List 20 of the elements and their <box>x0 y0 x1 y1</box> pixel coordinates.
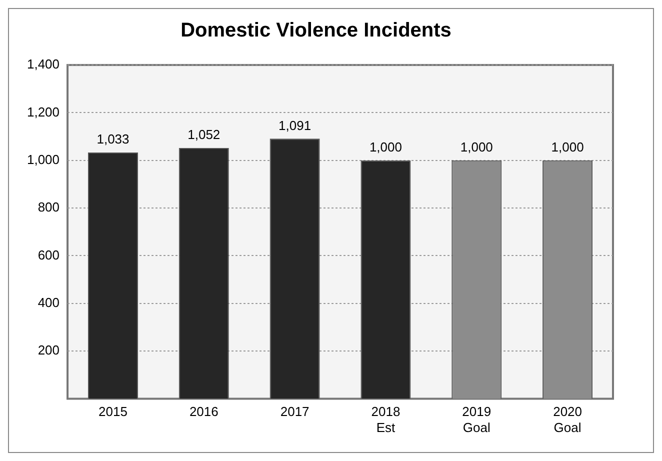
x-tick-label: 2015 <box>98 404 128 420</box>
y-tick-label: 200 <box>38 342 60 358</box>
chart-title: Domestic Violence Incidents <box>180 20 452 42</box>
y-tick-label: 1,200 <box>26 104 60 120</box>
y-tick-label: 600 <box>38 247 60 262</box>
data-label: 1,000 <box>369 139 402 154</box>
y-tick-label: 1,000 <box>26 152 60 167</box>
data-label: 1,000 <box>460 139 493 154</box>
y-tick-label: 800 <box>38 200 60 215</box>
data-label: 1,033 <box>96 132 130 147</box>
y-tick-label: 1,400 <box>26 56 60 72</box>
x-tick-label: 2018 Est <box>371 404 400 435</box>
x-tick-label: 2020 Goal <box>553 404 582 435</box>
data-label: 1,000 <box>551 139 584 154</box>
x-tick-label: 2016 <box>189 404 218 420</box>
y-tick-label: 400 <box>38 295 60 310</box>
x-tick-label: 2019 Goal <box>462 404 492 435</box>
data-label: 1,091 <box>278 118 312 133</box>
x-tick-label: 2017 <box>280 404 310 420</box>
data-label: 1,052 <box>188 127 220 142</box>
